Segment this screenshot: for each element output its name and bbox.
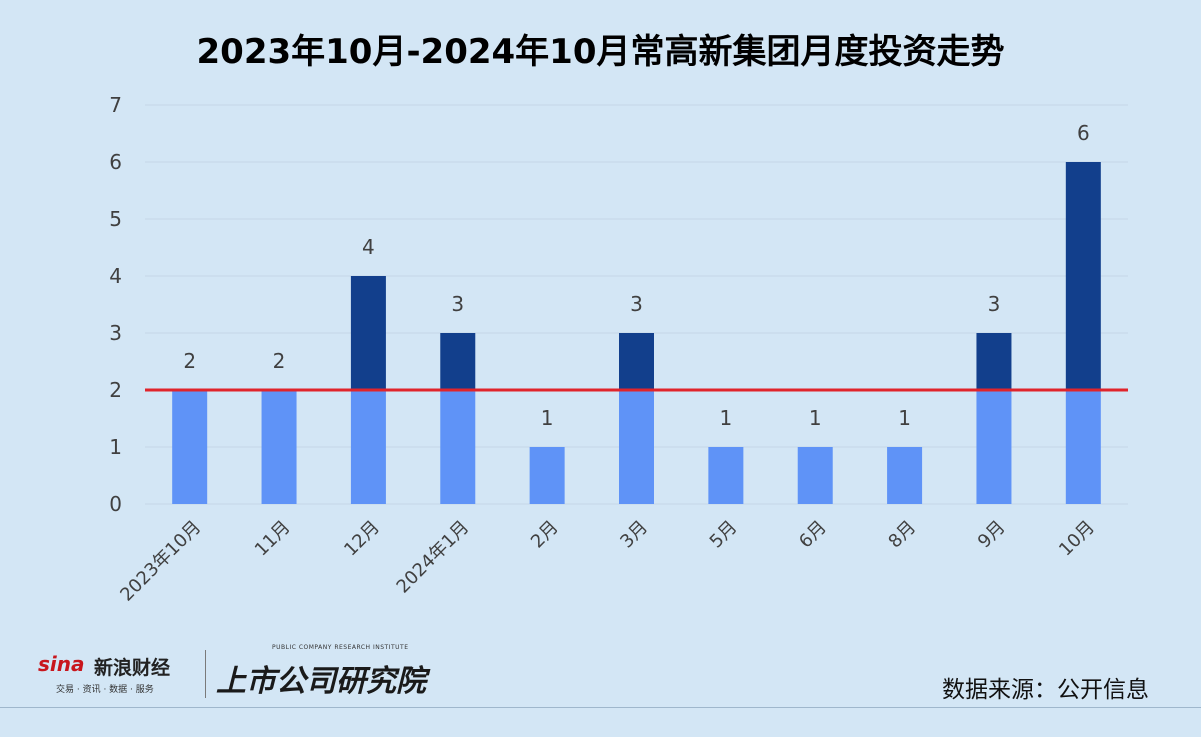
data-label: 1 bbox=[898, 406, 911, 430]
bars bbox=[172, 162, 1101, 504]
bar-segment-base bbox=[529, 447, 565, 504]
data-label: 6 bbox=[1077, 121, 1090, 145]
x-tick-label: 2月 bbox=[527, 517, 563, 553]
sina-mark: sina bbox=[38, 652, 85, 676]
data-label: 3 bbox=[988, 292, 1001, 316]
bar-segment-excess bbox=[976, 333, 1012, 390]
bar-segment-base bbox=[350, 390, 386, 504]
data-label: 3 bbox=[451, 292, 464, 316]
footer-divider bbox=[0, 707, 1201, 708]
data-label: 4 bbox=[362, 235, 375, 259]
y-axis-ticks: 0 1 2 3 4 5 6 7 bbox=[109, 93, 122, 516]
x-axis-ticks: 2023年10月 11月 12月 2024年1月 2月 3月 5月 6月 8月 9月 10月 bbox=[116, 517, 1099, 606]
logo-divider bbox=[205, 650, 206, 698]
institute-tagline: PUBLIC COMPANY RESEARCH INSTITUTE bbox=[272, 644, 409, 651]
institute-name: 上市公司研究院 bbox=[216, 664, 426, 699]
data-label: 3 bbox=[630, 292, 643, 316]
x-tick-label: 2024年1月 bbox=[393, 517, 474, 598]
data-source: 数据来源：公开信息 bbox=[942, 677, 1149, 703]
x-tick-label: 9月 bbox=[974, 517, 1010, 553]
bar-segment-base bbox=[976, 390, 1012, 504]
sina-finance-logo: sina 新浪财经 交易 · 资讯 · 数据 · 服务 bbox=[38, 652, 198, 698]
bar-segment-excess bbox=[350, 276, 386, 390]
x-tick-label: 2023年10月 bbox=[116, 517, 205, 606]
bar-segment-excess bbox=[1065, 162, 1101, 390]
sina-tagline: 交易 · 资讯 · 数据 · 服务 bbox=[56, 685, 154, 695]
x-tick-label: 3月 bbox=[616, 517, 652, 553]
y-tick-label: 2 bbox=[109, 378, 122, 402]
sina-finance-name: 新浪财经 bbox=[94, 657, 171, 679]
bar-segment-base bbox=[261, 390, 297, 504]
y-tick-label: 5 bbox=[109, 207, 122, 231]
x-tick-label: 12月 bbox=[340, 517, 384, 561]
x-tick-label: 10月 bbox=[1055, 517, 1099, 561]
y-tick-label: 0 bbox=[109, 492, 122, 516]
data-label: 1 bbox=[809, 406, 822, 430]
y-tick-label: 1 bbox=[109, 435, 122, 459]
bar-segment-base bbox=[1065, 390, 1101, 504]
y-tick-label: 4 bbox=[109, 264, 122, 288]
x-tick-label: 6月 bbox=[795, 517, 831, 553]
data-labels: 2 2 4 3 1 3 1 1 1 3 6 bbox=[183, 121, 1089, 430]
bar-segment-base bbox=[887, 447, 923, 504]
bar-segment-excess bbox=[619, 333, 654, 390]
data-label: 1 bbox=[719, 406, 732, 430]
x-tick-label: 8月 bbox=[884, 517, 920, 553]
y-tick-label: 6 bbox=[109, 150, 122, 174]
bar-segment-base bbox=[440, 390, 476, 504]
x-tick-label: 11月 bbox=[251, 517, 295, 561]
bar-segment-base bbox=[619, 390, 654, 504]
chart-title: 2023年10月-2024年10月常高新集团月度投资走势 bbox=[196, 32, 1005, 72]
data-label: 1 bbox=[541, 406, 554, 430]
bar-segment-base bbox=[797, 447, 833, 504]
x-tick-label: 5月 bbox=[706, 517, 742, 553]
research-institute-logo: PUBLIC COMPANY RESEARCH INSTITUTE 上市公司研究… bbox=[214, 644, 434, 702]
data-label: 2 bbox=[183, 349, 196, 373]
bar-segment-base bbox=[708, 447, 744, 504]
bar-segment-base bbox=[172, 390, 208, 504]
y-tick-label: 7 bbox=[109, 93, 122, 117]
data-label: 2 bbox=[273, 349, 286, 373]
bar-segment-excess bbox=[440, 333, 476, 390]
y-tick-label: 3 bbox=[109, 321, 122, 345]
